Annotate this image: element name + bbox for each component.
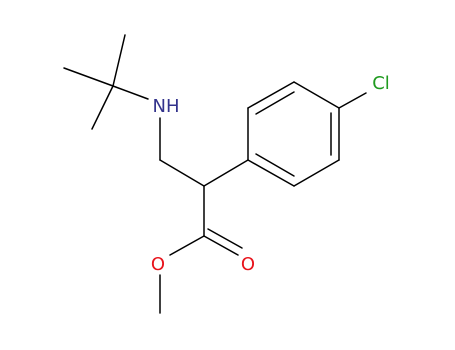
bond [255,91,295,115]
atom-label: O [241,254,255,275]
bond [207,228,243,249]
atom-label: NH [153,96,180,117]
bond [247,81,295,109]
bond [112,85,149,100]
atom-label: O [151,254,165,275]
bond [169,235,205,256]
bond [112,34,126,87]
bond [159,159,205,187]
bond [293,159,340,187]
bond [91,85,114,130]
bonds [63,34,367,314]
bond [247,159,295,187]
bond [203,235,239,256]
bond [338,92,367,109]
bond [293,81,340,109]
atom-label: Cl [372,73,390,94]
bond [63,67,114,87]
bond [203,159,249,187]
bond [255,153,295,177]
